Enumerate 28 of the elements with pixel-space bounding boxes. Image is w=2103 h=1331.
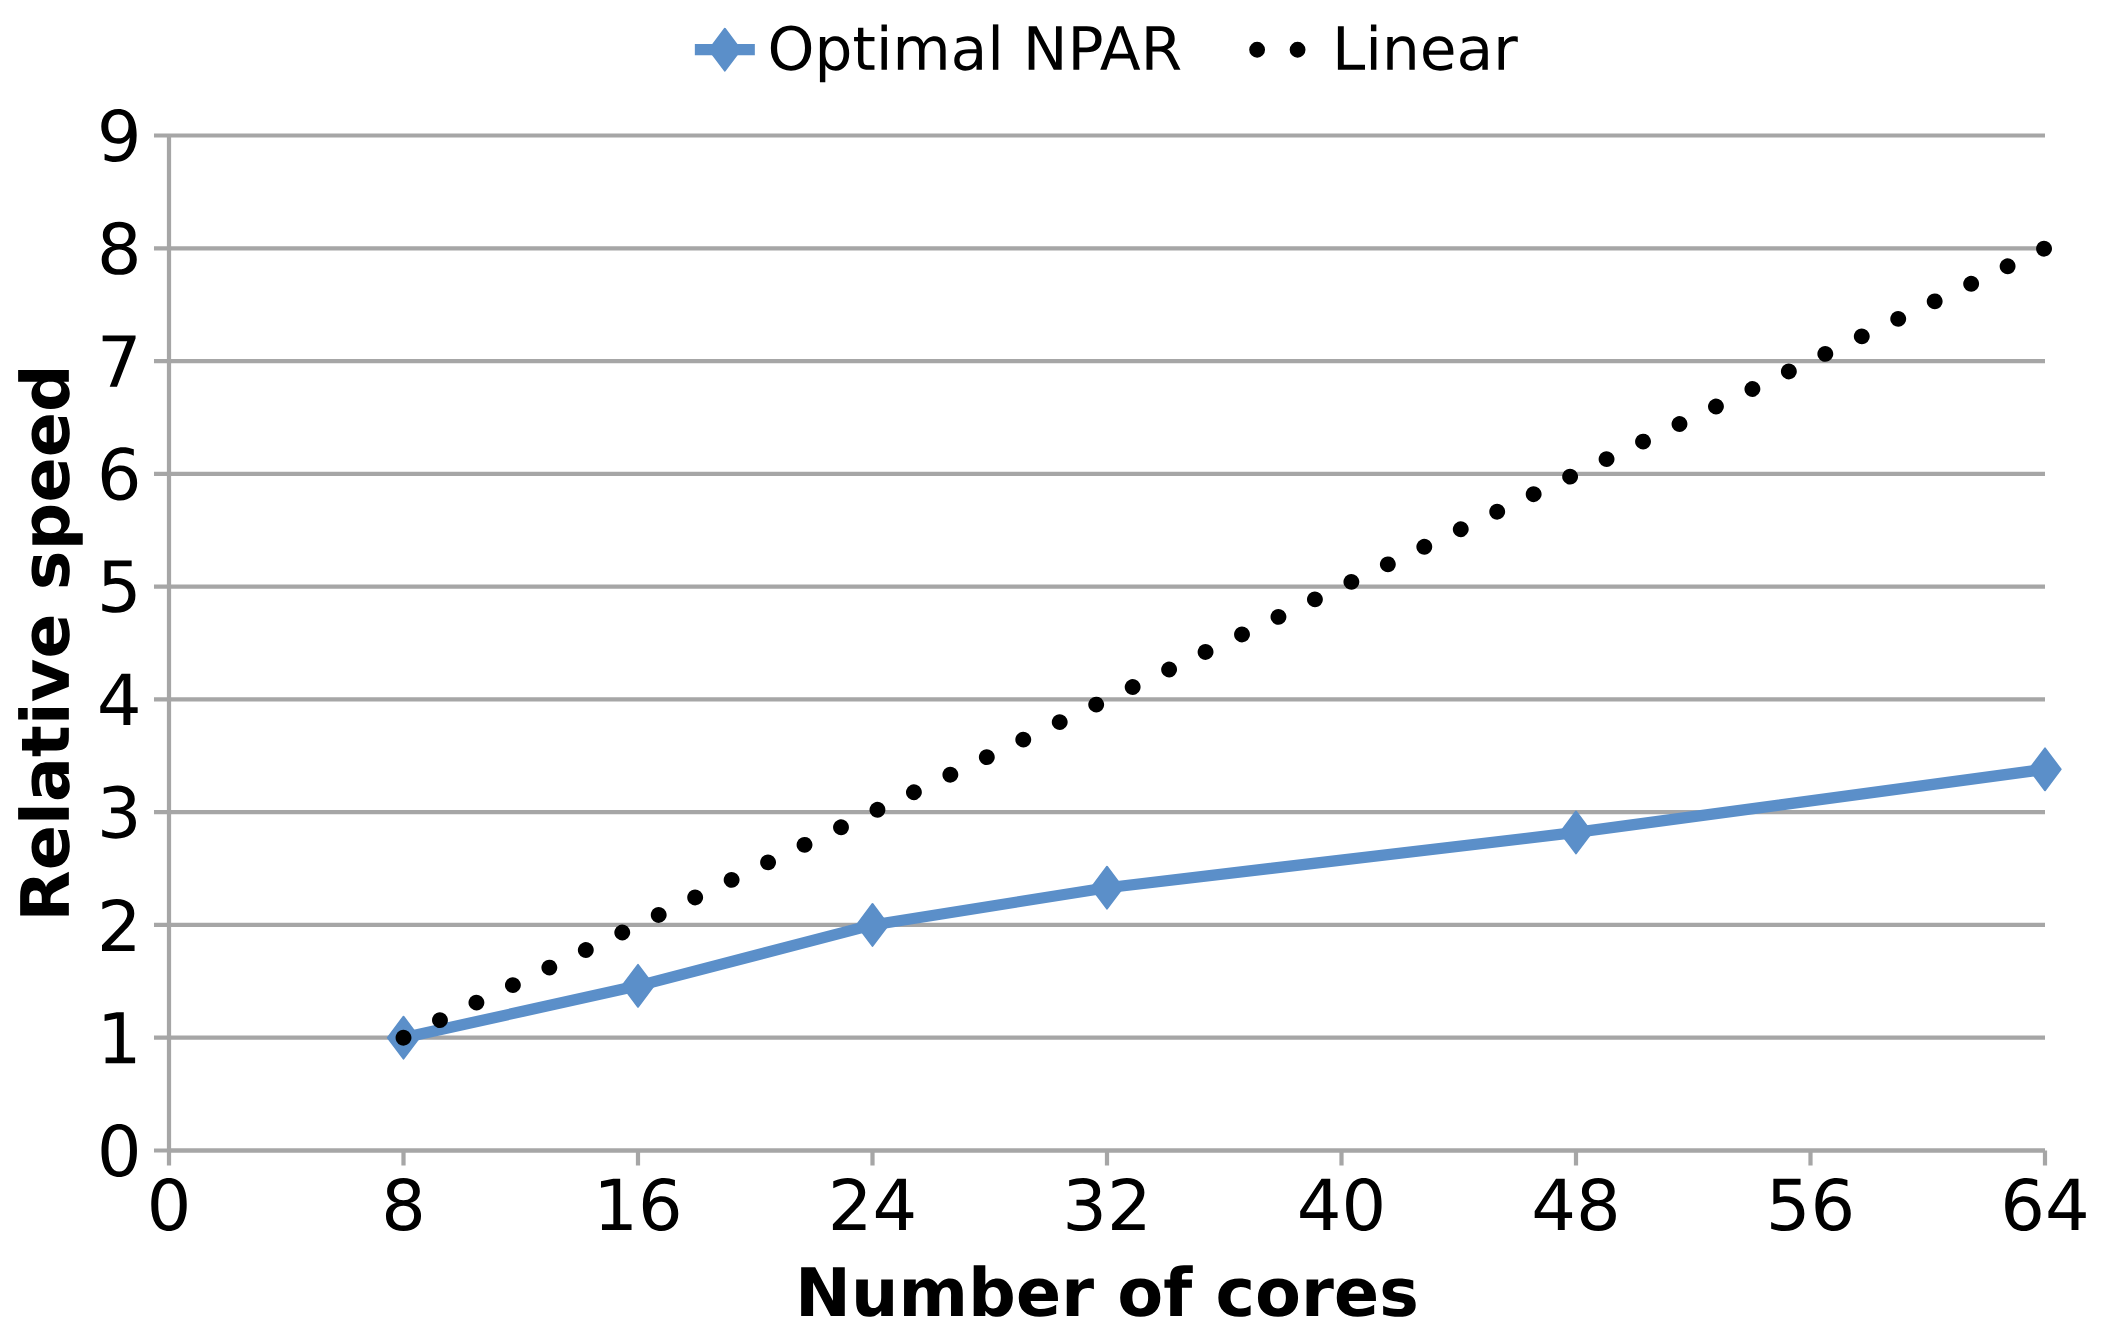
y-tick-label: 3: [102, 785, 136, 839]
y-tick-label: 8: [101, 221, 137, 275]
x-axis-title: Number of cores: [801, 1265, 1416, 1317]
y-tick-label: 9: [101, 108, 137, 163]
x-tick-label: 48: [1534, 1177, 1616, 1232]
y-tick-label: 6: [101, 447, 138, 501]
x-tick-label: 56: [1771, 1177, 1851, 1232]
point: [2028, 747, 2062, 792]
y-tick-label: 1: [104, 1012, 136, 1064]
x-tick-label: 40: [1300, 1177, 1382, 1232]
y-tick-label: 2: [101, 898, 135, 952]
x-tick-label: 24: [832, 1177, 914, 1231]
x-tick-label: 0: [151, 1177, 187, 1232]
point: [621, 963, 655, 1008]
y-tick-label: 7: [102, 335, 136, 387]
legend-label: Optimal NPAR: [770, 24, 1181, 83]
legend-label: Linear: [1337, 24, 1518, 71]
x-tick-label: 16: [600, 1177, 679, 1232]
y-tick-label: 0: [101, 1123, 137, 1178]
point: [1090, 865, 1124, 910]
x-tick-label: 32: [1067, 1177, 1145, 1232]
point: [1559, 810, 1593, 855]
y-tick-label: 4: [100, 673, 138, 726]
x-tick-label: 64: [2005, 1177, 2086, 1232]
x-tick-label: 8: [385, 1177, 422, 1232]
point: [855, 902, 890, 947]
y-tick-label: 5: [102, 560, 136, 613]
y-axis-title: Relative speed: [18, 369, 83, 916]
